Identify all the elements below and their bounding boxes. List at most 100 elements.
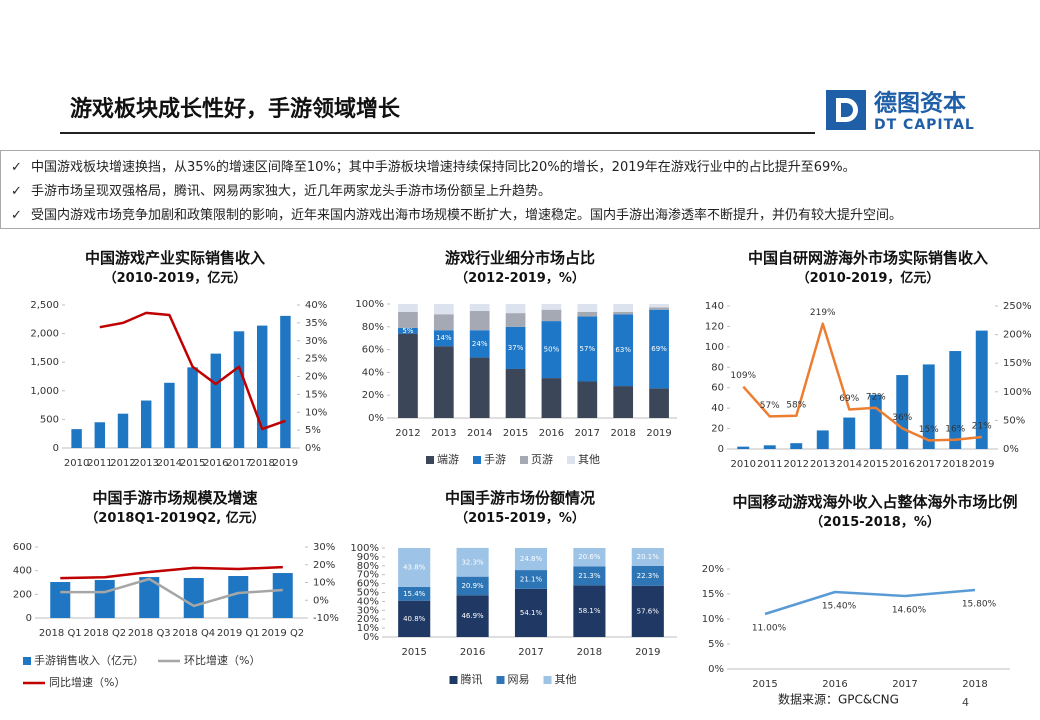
y-tick-label: -10%	[313, 613, 339, 624]
y-tick-label: 250%	[1003, 301, 1032, 312]
value-label: 20.6%	[578, 553, 601, 561]
y-tick-label: 20%	[357, 614, 379, 625]
bar	[505, 326, 526, 369]
bar	[613, 314, 634, 387]
bar	[139, 577, 160, 618]
y-tick-label: 15%	[702, 589, 724, 600]
x-tick-label: 2018	[577, 647, 602, 658]
bar	[398, 548, 431, 587]
x-tick-label: 2012	[784, 459, 809, 470]
x-tick-label: 2019	[635, 647, 660, 658]
value-label: 63%	[615, 346, 631, 354]
value-label: 14%	[436, 334, 452, 342]
x-tick-label: 2016	[890, 459, 915, 470]
legend-label: 腾讯	[461, 672, 483, 686]
y-tick-label: 100%	[355, 299, 384, 310]
y-tick-label: 70%	[357, 570, 379, 581]
y-tick-label: 2,500	[30, 300, 59, 311]
bar	[514, 570, 548, 589]
value-label: 69%	[839, 394, 859, 404]
legend-item: 同比增速（%）	[23, 675, 125, 689]
x-tick-label: 2015	[752, 679, 777, 690]
chart-title: 中国游戏产业实际销售收入	[84, 249, 265, 267]
bar	[398, 304, 418, 312]
bar	[573, 585, 606, 637]
x-tick-label: 2010	[731, 459, 756, 470]
legend-item: 腾讯	[449, 672, 483, 686]
bar	[398, 333, 418, 418]
x-tick-label: 2017	[916, 459, 941, 470]
bar	[577, 381, 598, 418]
x-tick-label: 2019 Q2	[261, 628, 304, 639]
bar	[233, 331, 245, 448]
bar	[433, 314, 454, 331]
y-tick-label: 80	[711, 362, 724, 373]
value-label: 109%	[730, 371, 756, 381]
y-tick-label: 40	[711, 403, 724, 414]
bar	[790, 443, 803, 449]
value-label: 20.9%	[461, 582, 484, 590]
bar	[456, 576, 489, 596]
value-label: 72%	[866, 392, 886, 402]
value-label: 16%	[945, 424, 965, 434]
legend-item: 手游销售收入（亿元）	[23, 653, 144, 667]
value-label: 54.1%	[520, 609, 543, 617]
bar	[514, 588, 548, 637]
bar	[469, 330, 490, 358]
x-tick-label: 2019	[273, 458, 298, 469]
y-tick-label: 90%	[357, 552, 379, 563]
y-tick-label: 60%	[362, 345, 384, 356]
bar	[649, 388, 669, 418]
y-tick-label: 200	[13, 589, 32, 600]
y-tick-label: 200%	[1003, 330, 1032, 341]
bar	[505, 313, 526, 327]
value-label: 57%	[580, 345, 596, 353]
y-tick-label: 40%	[305, 300, 327, 311]
chart-subtitle: （2015-2018，%）	[810, 515, 940, 530]
chart-title: 中国手游市场规模及增速	[92, 489, 258, 507]
bar	[505, 304, 526, 314]
bar	[613, 386, 634, 418]
value-label: 24.8%	[520, 555, 543, 563]
y-tick-label: 30%	[305, 336, 327, 347]
y-tick-label: 100%	[350, 543, 379, 554]
y-tick-label: 100%	[1003, 387, 1032, 398]
value-label: 15%	[919, 425, 939, 435]
legend-swatch	[23, 657, 31, 665]
y-tick-label: 120	[705, 321, 724, 332]
value-label: 5%	[402, 327, 413, 335]
value-label: 58.1%	[578, 607, 601, 615]
chart-subtitle: （2010-2019，亿元）	[103, 271, 247, 286]
chart-heading: 中国手游市场规模及增速 （2018Q1-2019Q2, 亿元）	[35, 487, 315, 529]
bar	[94, 422, 106, 448]
bullet: ✓ 受国内游戏市场竞争加剧和政策限制的影响，近年来国内游戏出海市场规模不断扩大，增…	[11, 208, 903, 223]
chart-subtitle: （2010-2019，亿元）	[796, 271, 940, 286]
logo-mark	[826, 90, 866, 130]
bar	[456, 595, 489, 637]
x-tick-label: 2011	[87, 458, 112, 469]
y-tick-label: 10%	[702, 614, 724, 625]
x-tick-label: 2014	[157, 458, 182, 469]
value-label: 40.8%	[403, 615, 426, 623]
x-tick-label: 2018 Q1	[39, 628, 82, 639]
x-tick-label: 2012	[110, 458, 135, 469]
bar	[922, 364, 935, 449]
y-tick-label: 20%	[305, 372, 327, 383]
bar	[505, 368, 526, 418]
bar	[398, 311, 418, 328]
chart-subtitle: （2012-2019，%）	[455, 271, 585, 286]
y-tick-label: 30%	[313, 542, 335, 553]
bar	[433, 304, 454, 315]
y-tick-label: 0%	[305, 443, 321, 454]
bar	[456, 547, 489, 577]
chart-subtitle: （2015-2019，%）	[455, 511, 585, 526]
bar	[50, 582, 71, 618]
y-tick-label: 10%	[305, 407, 327, 418]
value-label: 50%	[544, 346, 560, 354]
bullet: ✓ 手游市场呈现双强格局，腾讯、网易两家独大，近几年两家龙头手游市场份额呈上升趋势…	[11, 184, 552, 199]
line	[764, 588, 976, 616]
y-tick-label: 150%	[1003, 358, 1032, 369]
bar	[649, 307, 669, 310]
value-label: 43.8%	[403, 563, 426, 571]
bar	[541, 309, 562, 322]
